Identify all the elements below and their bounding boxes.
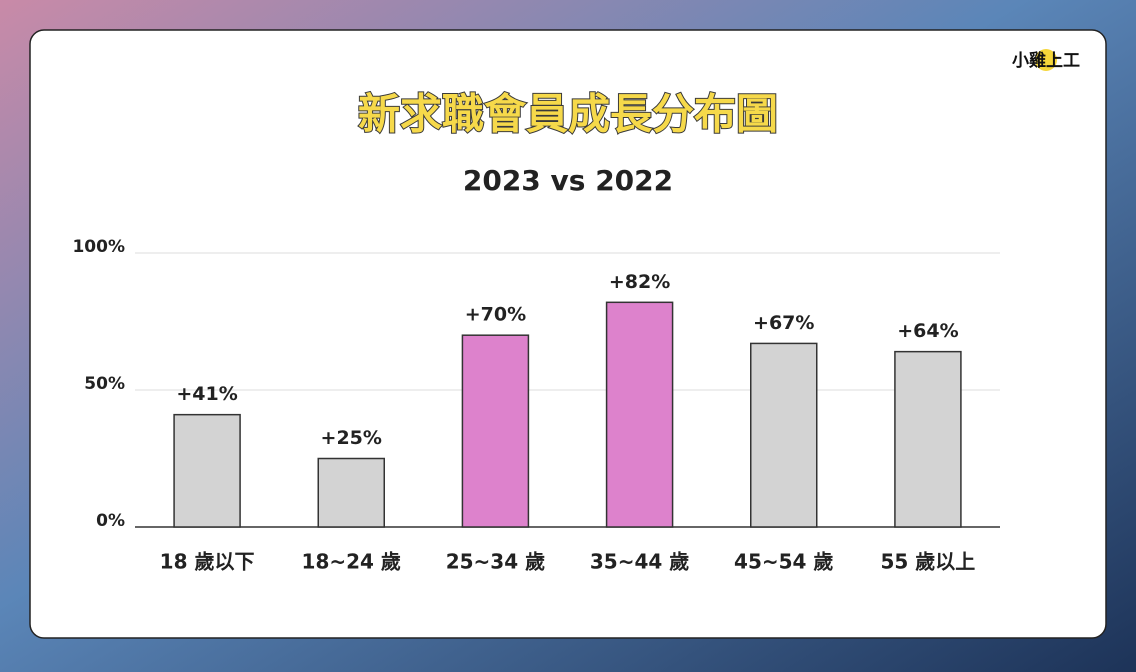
logo-dot xyxy=(1035,49,1057,71)
value-label: +41% xyxy=(176,383,237,405)
value-label: +25% xyxy=(321,427,382,449)
x-tick-label: 18 歲以下 xyxy=(160,550,255,574)
x-tick-label: 25~34 歲 xyxy=(446,550,545,574)
value-label: +67% xyxy=(753,312,814,334)
bar xyxy=(750,342,818,528)
y-tick-label: 100% xyxy=(72,237,125,257)
bar xyxy=(894,350,962,528)
chart-subtitle: 2023 vs 2022 xyxy=(463,164,673,197)
card xyxy=(29,29,1107,639)
y-tick-label: 50% xyxy=(84,374,125,394)
bar xyxy=(461,334,530,528)
x-tick-label: 18~24 歲 xyxy=(302,550,401,574)
x-tick-label: 45~54 歲 xyxy=(734,550,833,574)
value-label: +82% xyxy=(609,271,670,293)
x-tick-label: 35~44 歲 xyxy=(590,550,689,574)
bar xyxy=(317,457,385,528)
bar xyxy=(173,413,241,528)
chart-title: 新求職會員成長分布圖 xyxy=(358,90,778,139)
value-label: +64% xyxy=(897,320,958,342)
value-label: +70% xyxy=(465,304,526,326)
bar xyxy=(605,301,674,528)
y-tick-label: 0% xyxy=(96,511,125,531)
x-tick-label: 55 歲以上 xyxy=(881,550,976,574)
logo: 小雞上工 xyxy=(1012,50,1080,71)
